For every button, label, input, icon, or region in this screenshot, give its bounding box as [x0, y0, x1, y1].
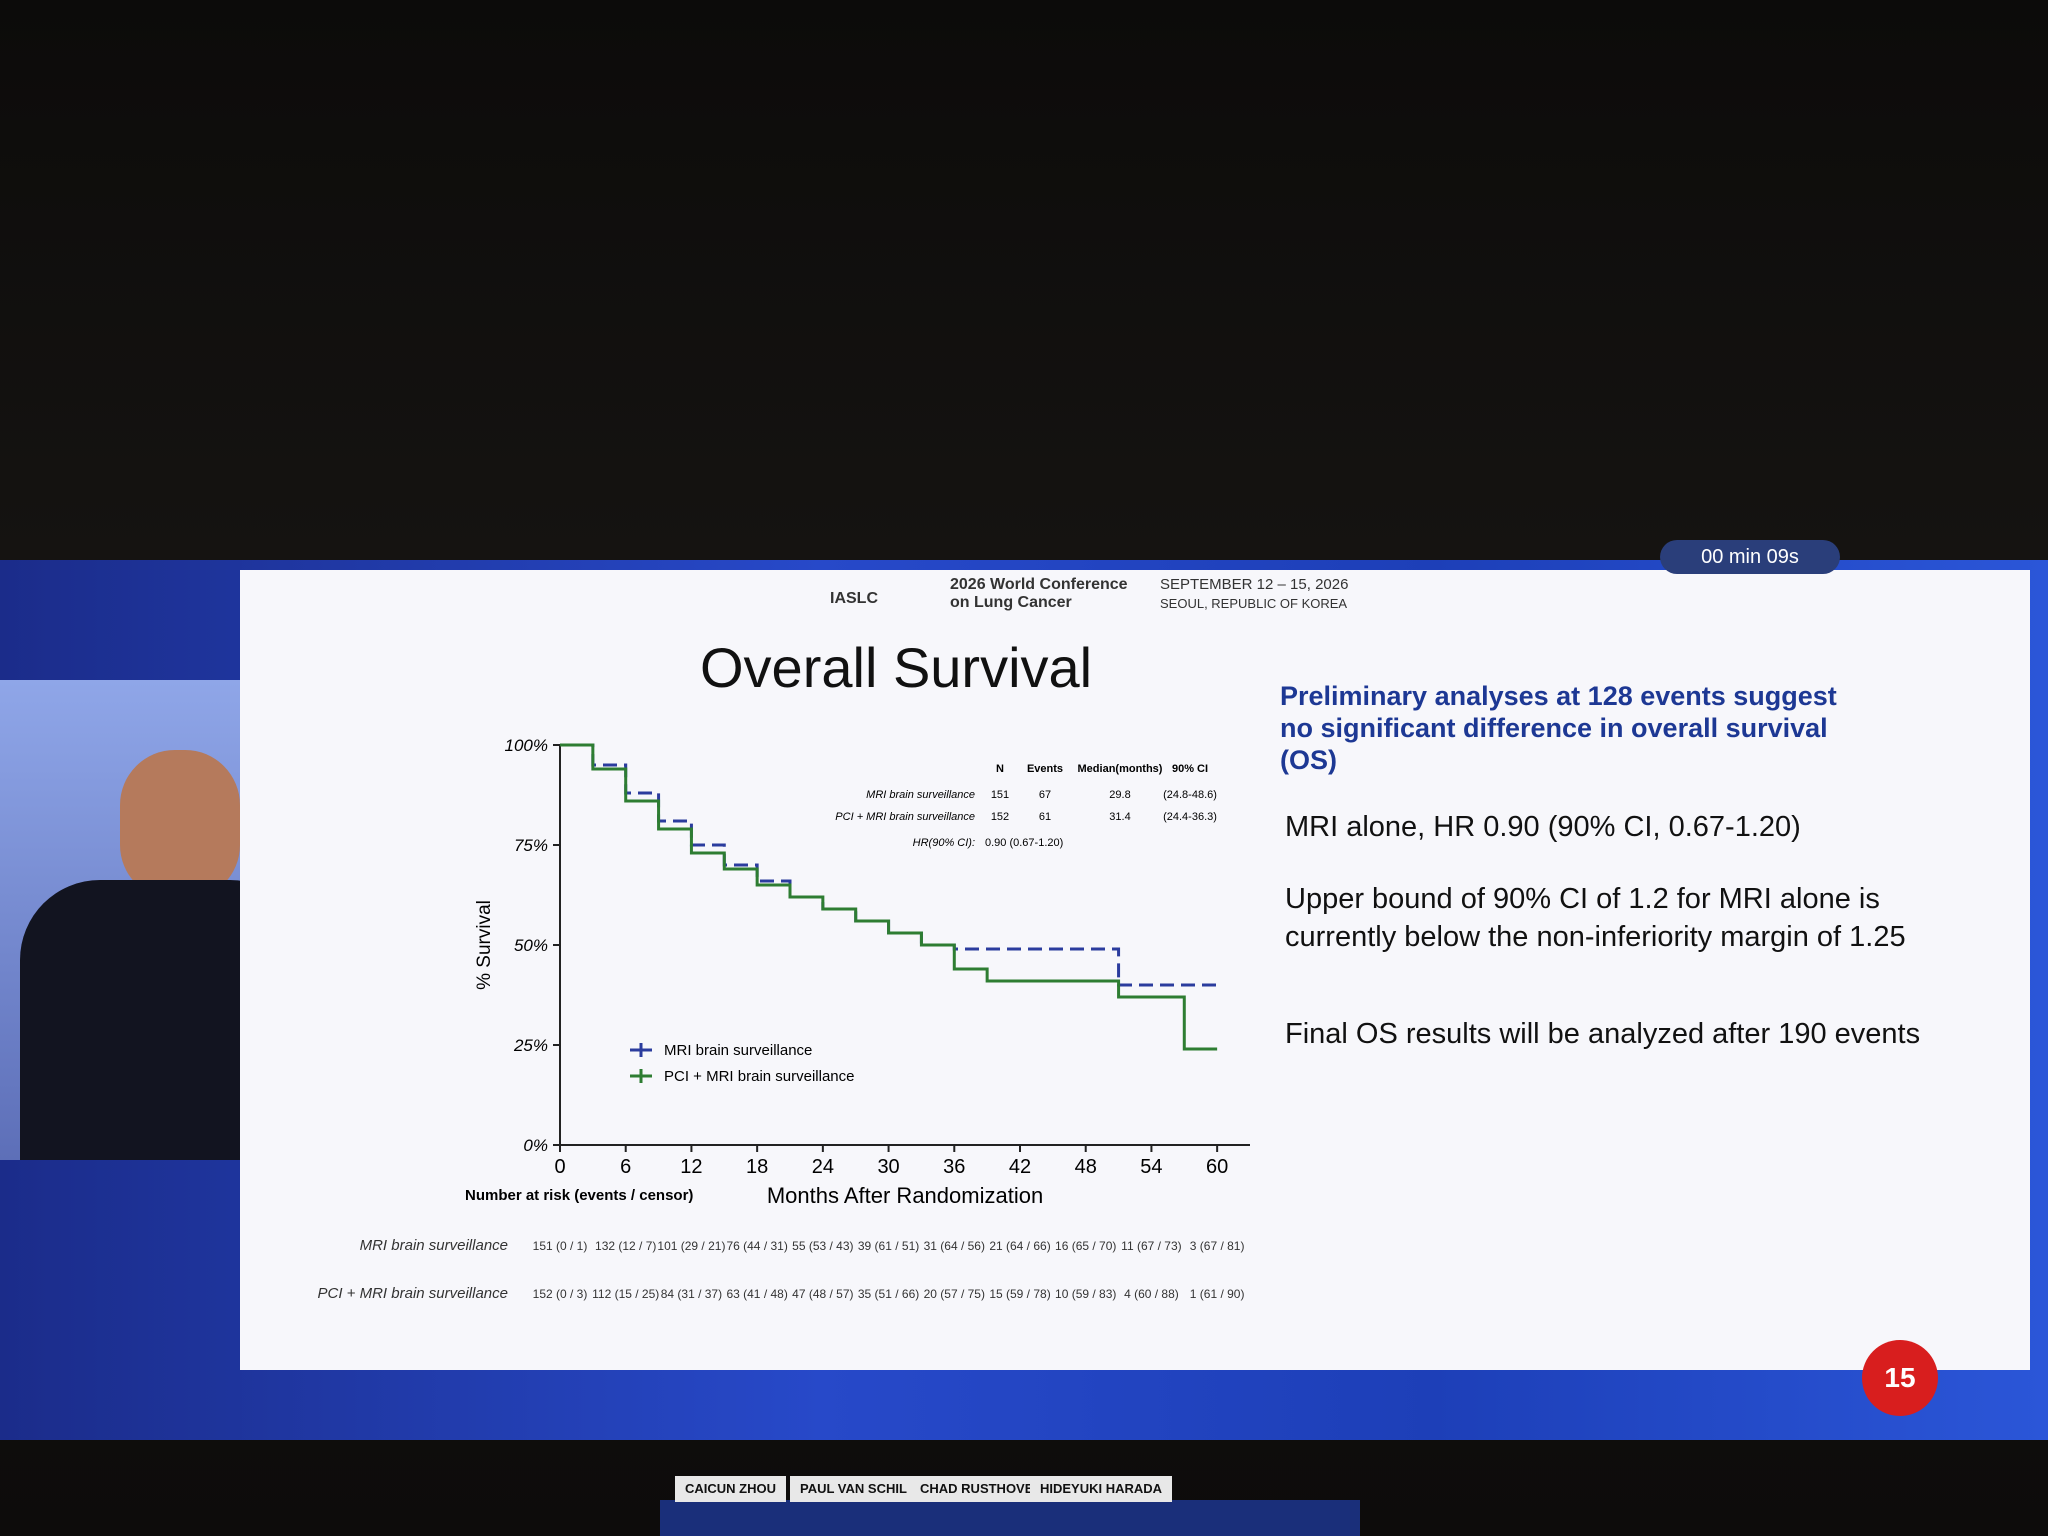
speaker-head [120, 750, 240, 900]
x-tick-label: 12 [680, 1156, 702, 1178]
stats-cell: 29.8 [1109, 789, 1130, 801]
km-chart: 0% 25% 50% 75% 100% 0 6 12 18 24 30 36 42 48 54 60 % Sur… [318, 736, 1250, 1302]
stats-cell: 31.4 [1109, 811, 1130, 823]
risk-entry: 16 (65 / 70) [1055, 1239, 1116, 1253]
survival-curve [560, 743, 1218, 987]
risk-entry: 84 (31 / 37) [661, 1287, 722, 1301]
legend-label: MRI brain surveillance [664, 1042, 812, 1059]
risk-entry: 55 (53 / 43) [792, 1239, 853, 1253]
x-tick-label: 60 [1206, 1156, 1228, 1178]
stats-header: Events [1027, 763, 1063, 775]
conference: 2026 World Conference on Lung Cancer [950, 576, 1128, 611]
legend-label: PCI + MRI brain surveillance [664, 1068, 855, 1085]
risk-entry: 10 (59 / 83) [1055, 1287, 1116, 1301]
y-tick-label: 25% [513, 1036, 548, 1055]
risk-entry: 31 (64 / 56) [924, 1239, 985, 1253]
stats-row-label: MRI brain surveillance [866, 789, 975, 801]
slide-title: Overall Survival [700, 636, 1093, 699]
risk-entry: 101 (29 / 21) [657, 1239, 725, 1253]
nameplate: HIDEYUKI HARADA [1030, 1476, 1173, 1502]
finding: Final OS results will be analyzed after … [1285, 1018, 1921, 1050]
risk-title: Number at risk (events / censor) [465, 1187, 693, 1204]
risk-entry: 151 (0 / 1) [533, 1239, 588, 1253]
y-tick-label: 0% [523, 1136, 548, 1155]
risk-entry: 20 (57 / 75) [924, 1287, 985, 1301]
risk-entry: 63 (41 / 48) [726, 1287, 787, 1301]
y-tick-label: 50% [514, 936, 548, 955]
timer: 00 min 09s [1660, 540, 1840, 574]
y-axis-label: % Survival [474, 900, 495, 990]
risk-entry: 76 (44 / 31) [726, 1239, 787, 1253]
stats-header: N [996, 763, 1004, 775]
stats-row-label: PCI + MRI brain surveillance [835, 811, 975, 823]
stats-cell: 61 [1039, 811, 1051, 823]
y-tick-label: 100% [505, 736, 548, 755]
stats-header: Median(months) [1078, 763, 1163, 775]
risk-entry: 15 (59 / 78) [989, 1287, 1050, 1301]
x-tick-label: 36 [943, 1156, 965, 1178]
society: IASLC [830, 590, 878, 607]
survival-curve [560, 743, 1218, 1051]
risk-entry: 112 (15 / 25) [592, 1287, 659, 1301]
risk-entry: 3 (67 / 81) [1190, 1239, 1245, 1253]
risk-row-label: PCI + MRI brain surveillance [318, 1285, 509, 1302]
slide [240, 570, 2030, 1370]
x-tick-label: 54 [1140, 1156, 1162, 1178]
y-tick-label: 75% [514, 836, 548, 855]
hr-value: 0.90 (0.67-1.20) [985, 837, 1063, 849]
panel-desk [660, 1500, 1360, 1536]
stats-header: 90% CI [1172, 763, 1208, 775]
risk-entry: 1 (61 / 90) [1190, 1287, 1245, 1301]
risk-entry: 39 (61 / 51) [858, 1239, 919, 1253]
stats-cell: 67 [1039, 789, 1051, 801]
risk-entry: 21 (64 / 66) [989, 1239, 1050, 1253]
slide-header: IASLC 2026 World Conference on Lung Canc… [780, 572, 1580, 622]
x-tick-label: 24 [812, 1156, 834, 1178]
x-tick-label: 0 [554, 1156, 565, 1178]
risk-entry: 132 (12 / 7) [595, 1239, 656, 1253]
nameplate: PAUL VAN SCHIL [790, 1476, 917, 1502]
hr-label: HR(90% CI): [913, 837, 975, 849]
stats-cell: (24.8-48.6) [1163, 789, 1217, 801]
stats-cell: (24.4-36.3) [1163, 811, 1217, 823]
x-tick-label: 18 [746, 1156, 768, 1178]
risk-entry: 35 (51 / 66) [858, 1287, 919, 1301]
nameplate: CAICUN ZHOU [675, 1476, 786, 1502]
risk-entry: 47 (48 / 57) [792, 1287, 853, 1301]
x-tick-label: 42 [1009, 1156, 1031, 1178]
risk-entry: 11 (67 / 73) [1121, 1239, 1181, 1253]
stats-cell: 151 [991, 789, 1009, 801]
risk-entry: 4 (60 / 88) [1124, 1287, 1179, 1301]
slide-number: 15 [1862, 1340, 1938, 1416]
risk-entry: 152 (0 / 3) [533, 1287, 588, 1301]
headline: Preliminary analyses at 128 events sugge… [1280, 681, 1837, 775]
finding: MRI alone, HR 0.90 (90% CI, 0.67-1.20) [1285, 811, 1801, 843]
dates: SEPTEMBER 12 – 15, 2026 [1160, 576, 1349, 593]
risk-row-label: MRI brain surveillance [360, 1237, 508, 1254]
nameplate: CHAD RUSTHOVEN [910, 1476, 1053, 1502]
location: SEOUL, REPUBLIC OF KOREA [1160, 596, 1348, 611]
x-axis-label: Months After Randomization [767, 1183, 1043, 1208]
x-tick-label: 48 [1075, 1156, 1097, 1178]
stats-cell: 152 [991, 811, 1009, 823]
finding: Upper bound of 90% CI of 1.2 for MRI alo… [1285, 883, 1906, 953]
x-tick-label: 6 [620, 1156, 631, 1178]
x-tick-label: 30 [877, 1156, 899, 1178]
